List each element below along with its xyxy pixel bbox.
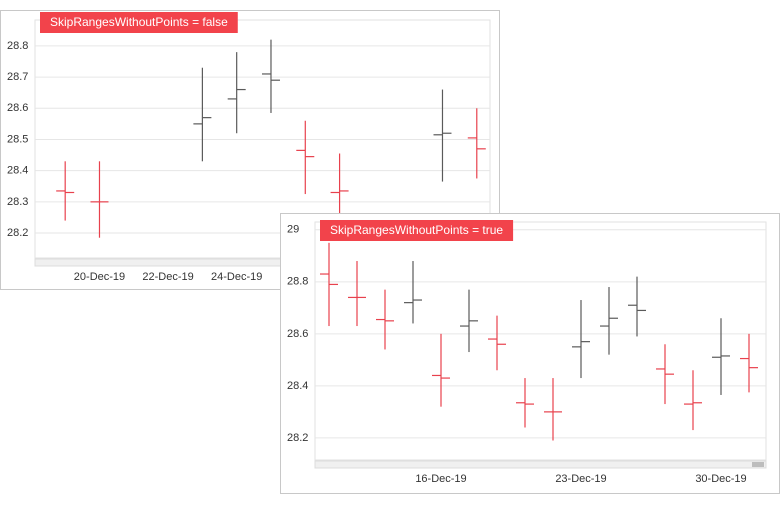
title-badge — [40, 12, 238, 33]
y-tick-label: 28.6 — [7, 102, 28, 114]
y-tick-label: 28.8 — [7, 40, 28, 52]
y-tick-label: 28.5 — [7, 133, 28, 145]
x-tick-label: 30-Dec-19 — [695, 473, 746, 485]
chart-panel: 28.2 28.3 28.4 28.5 28.6 28.7 28.8 20-Dec-19 22-… — [0, 10, 500, 290]
chart-title: SkipRangesWithoutPoints = false — [50, 15, 228, 29]
scrollbar-thumb — [752, 462, 764, 467]
x-tick-label: 20-Dec-19 — [74, 271, 125, 283]
x-tick-label: 24-Dec-19 — [211, 271, 262, 283]
chart-title: SkipRangesWithoutPoints = true — [330, 223, 503, 237]
y-tick-label: 28.6 — [287, 328, 308, 340]
x-tick-label: 23-Dec-19 — [555, 473, 606, 485]
title-badge — [320, 220, 514, 241]
panel-border — [280, 213, 780, 494]
scrollbar — [314, 460, 767, 469]
y-tick-label: 28.7 — [7, 71, 28, 83]
x-tick-label: 22-Dec-19 — [142, 271, 193, 283]
y-tick-label: 29 — [287, 224, 299, 236]
y-tick-label: 28.8 — [287, 276, 308, 288]
x-tick-label: 16-Dec-19 — [415, 473, 466, 485]
chart-panel: 28.2 28.4 28.6 28.8 29 16-Dec-19 23-Dec-19 30-D… — [280, 213, 780, 494]
y-tick-label: 28.4 — [7, 165, 28, 177]
y-tick-label: 28.2 — [287, 432, 308, 444]
y-tick-label: 28.3 — [7, 196, 28, 208]
y-tick-label: 28.4 — [287, 380, 308, 392]
y-tick-label: 28.2 — [7, 227, 28, 239]
plot-area — [314, 221, 767, 461]
